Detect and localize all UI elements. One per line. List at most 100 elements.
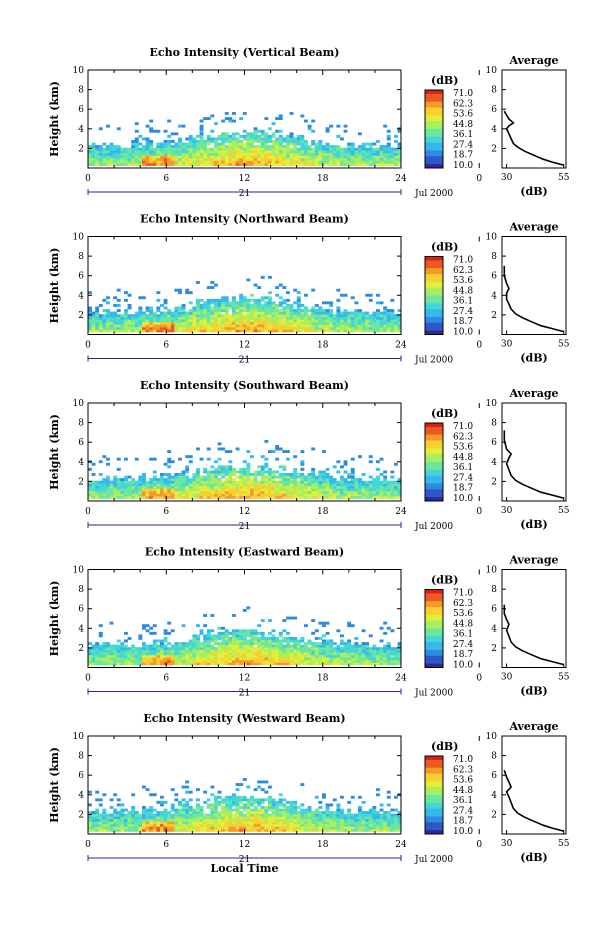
heatmap-cell xyxy=(268,818,272,822)
heatmap-cell xyxy=(282,798,287,802)
heatmap-cell xyxy=(325,301,330,305)
heatmap-cell xyxy=(145,483,150,487)
heatmap-cell xyxy=(340,311,344,315)
heatmap-cell xyxy=(325,311,330,315)
heatmap-cell xyxy=(397,657,401,661)
heatmap-cell xyxy=(217,160,222,164)
heatmap-cell xyxy=(142,480,146,484)
heatmap-cell xyxy=(235,152,240,156)
colorbar-segment xyxy=(425,115,443,118)
heatmap-cell xyxy=(376,140,380,143)
heatmap-cell xyxy=(232,634,236,638)
heatmap-cell xyxy=(145,485,150,489)
heatmap-cell xyxy=(124,493,128,497)
heatmap-cell xyxy=(214,470,218,474)
x-tick-label: 12 xyxy=(239,674,250,684)
heatmap-cell xyxy=(214,480,218,484)
colorbar-segment xyxy=(425,144,443,148)
heatmap-cell xyxy=(95,311,100,315)
heatmap-cell xyxy=(131,816,136,820)
heatmap-cell xyxy=(246,821,251,825)
heatmap-cell xyxy=(206,647,211,651)
heatmap-cell xyxy=(271,647,276,651)
heatmap-cell xyxy=(91,811,96,814)
heatmap-cell xyxy=(232,823,236,827)
heatmap-cell xyxy=(322,319,326,323)
heatmap-cell xyxy=(210,644,215,648)
heatmap-cell xyxy=(235,150,240,154)
colorbar-segment xyxy=(425,462,443,465)
heatmap-cell xyxy=(116,652,121,656)
heatmap-cell xyxy=(88,488,92,492)
heatmap-cell xyxy=(311,321,316,325)
heatmap-cell xyxy=(163,157,168,161)
heatmap-cell xyxy=(188,818,193,822)
heatmap-cell xyxy=(246,811,251,814)
heatmap-cell xyxy=(95,495,100,499)
heatmap-cell xyxy=(264,155,269,159)
heatmap-cell xyxy=(102,163,107,166)
heatmap-cell xyxy=(390,490,395,494)
heatmap-cell xyxy=(232,649,236,653)
heatmap-cell xyxy=(307,127,312,131)
colorbar-segment xyxy=(425,117,443,120)
heatmap-cell xyxy=(358,455,362,459)
heatmap-cell xyxy=(163,152,168,156)
heatmap-cell xyxy=(325,480,330,484)
heatmap-cell xyxy=(109,485,114,489)
heatmap-cell xyxy=(167,490,172,494)
heatmap-cell xyxy=(152,647,157,651)
heatmap-cell xyxy=(163,145,168,148)
heatmap-cell xyxy=(289,142,294,146)
heatmap-cell xyxy=(293,142,298,146)
colorbar-segment xyxy=(425,316,443,320)
heatmap-cell xyxy=(181,475,186,479)
heatmap-cell xyxy=(95,811,100,814)
heatmap-cell xyxy=(88,490,92,494)
heatmap-cell xyxy=(293,823,298,827)
heatmap-cell xyxy=(296,662,301,666)
heatmap-cell xyxy=(188,808,193,812)
heatmap-cell xyxy=(257,823,262,827)
heatmap-cell xyxy=(304,145,308,148)
heatmap-cell xyxy=(163,480,168,484)
colorbar-segment xyxy=(425,436,443,440)
heatmap-cell xyxy=(343,826,348,830)
heatmap-cell xyxy=(286,473,290,476)
heatmap-cell xyxy=(372,488,377,492)
heatmap-cell xyxy=(300,480,305,484)
heatmap-cell xyxy=(397,163,401,166)
heatmap-cell xyxy=(196,803,200,807)
heatmap-cell xyxy=(354,644,359,648)
heatmap-cell xyxy=(188,828,193,832)
heatmap-cell xyxy=(98,634,103,638)
heatmap-cell xyxy=(394,462,398,466)
heatmap-cell xyxy=(232,662,236,666)
heatmap-cell xyxy=(235,816,240,820)
heatmap-cell xyxy=(124,291,128,295)
heatmap-cell xyxy=(275,319,280,323)
heatmap-cell xyxy=(314,326,319,330)
heatmap-cell xyxy=(102,298,107,302)
heatmap-cell xyxy=(278,329,283,333)
heatmap-cell xyxy=(185,826,190,830)
heatmap-cell xyxy=(91,329,96,333)
heatmap-cell xyxy=(113,823,118,827)
heatmap-cell xyxy=(257,637,262,640)
heatmap-cell xyxy=(336,490,341,494)
heatmap-cell xyxy=(361,644,366,648)
heatmap-cell xyxy=(383,324,388,328)
heatmap-cell xyxy=(152,808,157,812)
heatmap-cell xyxy=(199,631,204,635)
heatmap-cell xyxy=(347,808,352,812)
heatmap-cell xyxy=(221,475,226,479)
heatmap-cell xyxy=(394,329,398,333)
heatmap-cell xyxy=(185,813,190,817)
heatmap-cell xyxy=(264,798,269,802)
heatmap-cell xyxy=(214,826,218,830)
heatmap-cell xyxy=(275,803,280,807)
heatmap-cell xyxy=(307,147,312,151)
heatmap-cell xyxy=(329,124,334,128)
heatmap-cell xyxy=(289,816,294,820)
heatmap-cell xyxy=(314,160,319,164)
